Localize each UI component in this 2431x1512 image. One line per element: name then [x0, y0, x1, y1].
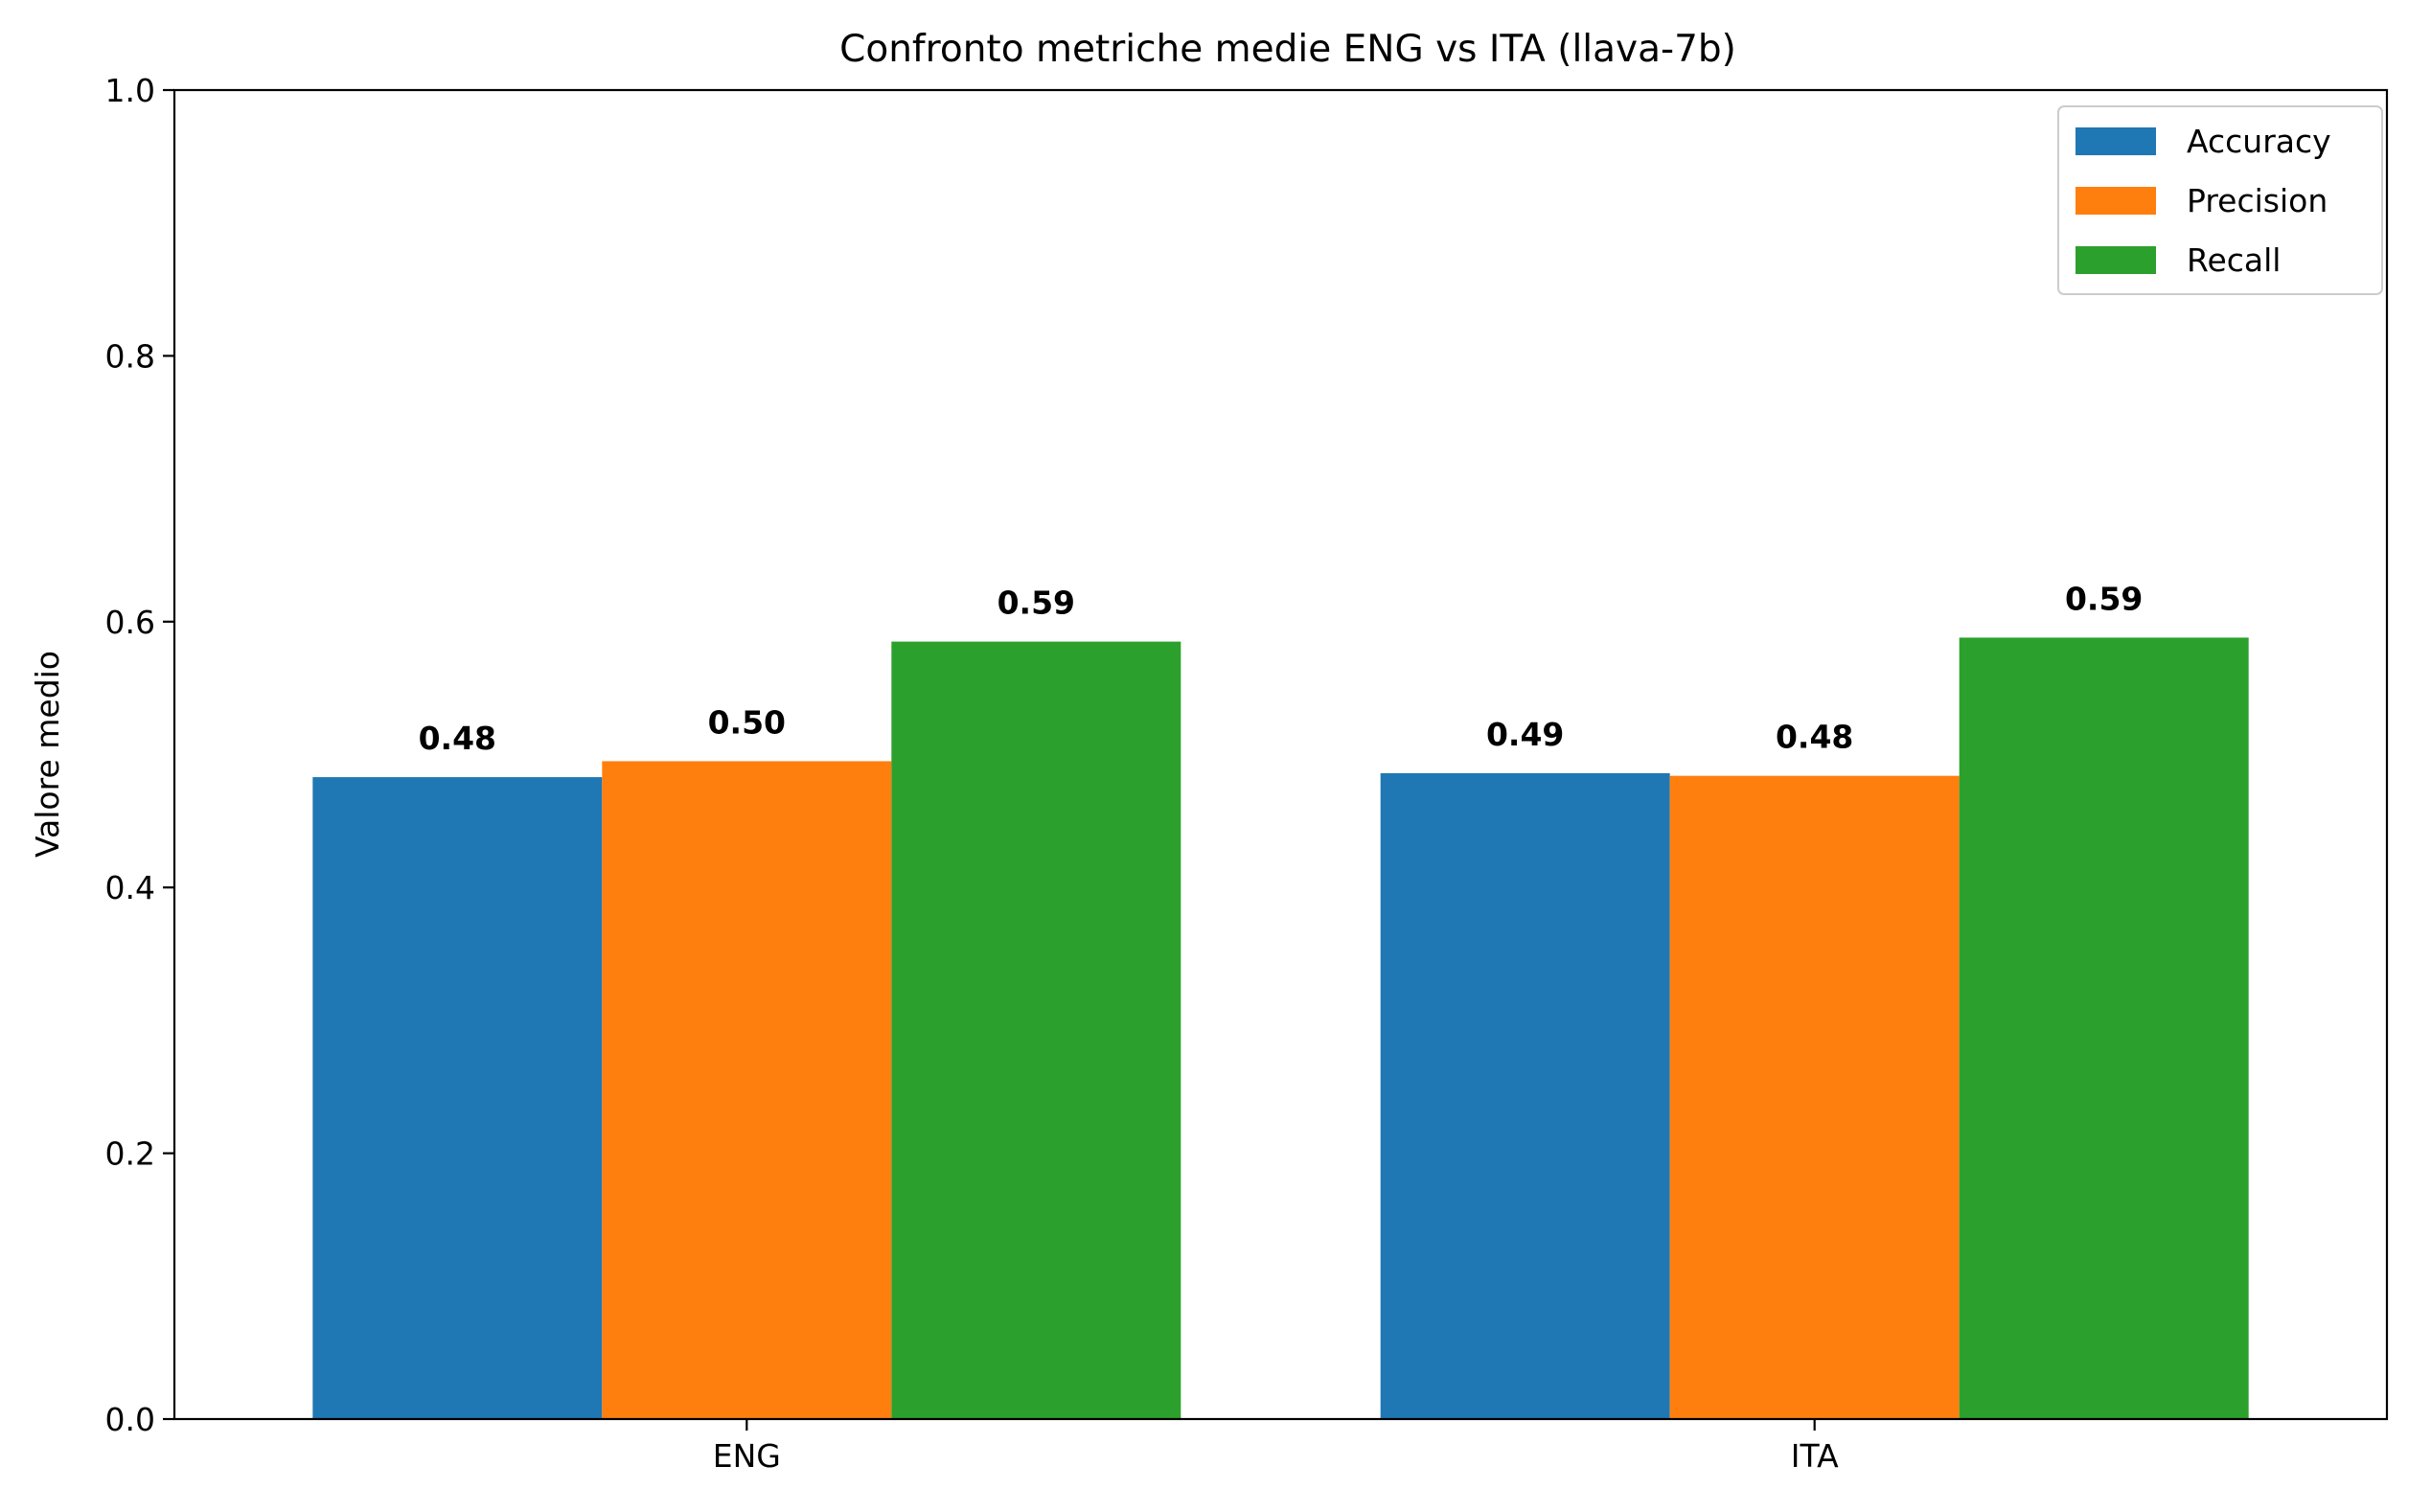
y-tick-label: 0.6 — [105, 604, 155, 641]
y-tick-label: 0.0 — [105, 1401, 155, 1438]
legend-label-recall: Recall — [2187, 241, 2281, 279]
bars-group — [312, 637, 2249, 1419]
legend-swatch-accuracy — [2076, 127, 2156, 155]
legend-swatch-precision — [2076, 187, 2156, 215]
x-tick-label-ita: ITA — [1791, 1437, 1839, 1475]
bar-value-label: 0.48 — [1776, 719, 1853, 756]
y-axis-ticks: 0.0 0.2 0.4 0.6 0.8 1.0 — [105, 72, 174, 1438]
bar-value-label: 0.59 — [998, 584, 1075, 622]
legend: Accuracy Precision Recall — [2057, 105, 2383, 295]
y-axis-label: Valore medio — [29, 651, 66, 858]
bar-value-label: 0.50 — [708, 703, 786, 741]
bar-value-label: 0.59 — [2065, 580, 2143, 617]
legend-swatch-recall — [2076, 246, 2156, 274]
bar-recall-eng — [891, 641, 1181, 1419]
x-tick-label-eng: ENG — [713, 1437, 781, 1475]
y-tick-label: 0.4 — [105, 869, 155, 906]
plot-area-frame — [172, 88, 2389, 1421]
bar-recall-ita — [1959, 637, 2249, 1419]
y-tick-label: 1.0 — [105, 72, 155, 109]
bar-accuracy-ita — [1380, 772, 1670, 1419]
legend-label-precision: Precision — [2187, 182, 2328, 219]
y-tick-label: 0.8 — [105, 337, 155, 375]
bar-value-label: 0.48 — [419, 720, 496, 757]
x-axis-ticks: ENG ITA — [713, 1419, 1839, 1475]
chart-title: Confronto metriche medie ENG vs ITA (lla… — [839, 28, 1736, 71]
bar-accuracy-eng — [312, 777, 603, 1419]
bar-value-label: 0.49 — [1486, 716, 1564, 753]
legend-label-accuracy: Accuracy — [2187, 123, 2331, 160]
bar-value-labels: 0.48 0.50 0.59 0.49 0.48 0.59 — [419, 580, 2144, 757]
bar-precision-eng — [602, 761, 892, 1419]
bar-precision-ita — [1669, 775, 1960, 1419]
y-tick-label: 0.2 — [105, 1135, 155, 1173]
